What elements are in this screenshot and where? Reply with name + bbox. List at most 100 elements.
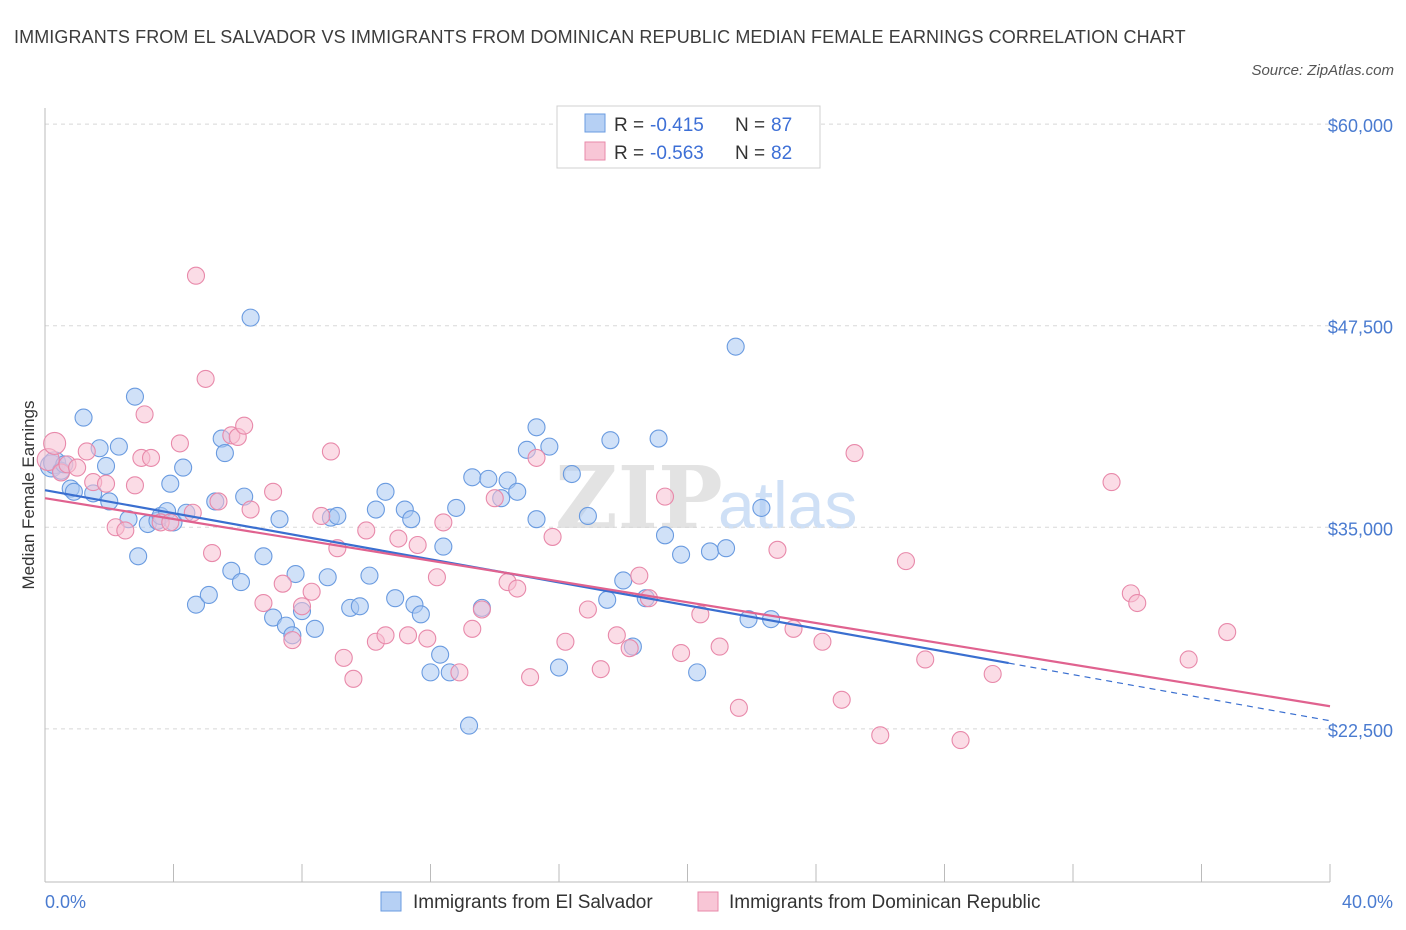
data-point[interactable]	[1218, 623, 1237, 642]
data-point[interactable]	[77, 442, 96, 461]
data-point[interactable]	[463, 619, 482, 638]
data-point[interactable]	[710, 637, 729, 656]
data-point[interactable]	[832, 690, 851, 709]
data-point[interactable]	[350, 597, 369, 616]
data-point[interactable]	[450, 663, 469, 682]
data-point[interactable]	[601, 431, 620, 450]
data-point[interactable]	[951, 731, 970, 750]
data-point[interactable]	[199, 585, 218, 605]
data-point[interactable]	[264, 608, 283, 627]
data-point[interactable]	[43, 431, 67, 455]
data-point[interactable]	[614, 571, 633, 590]
series-legend-label-el-salvador[interactable]: Immigrants from El Salvador	[413, 892, 653, 913]
data-point[interactable]	[688, 663, 707, 682]
data-point[interactable]	[254, 547, 273, 566]
data-point[interactable]	[459, 716, 479, 735]
data-point[interactable]	[591, 660, 610, 679]
data-point[interactable]	[655, 487, 675, 506]
data-point[interactable]	[96, 456, 116, 476]
data-point[interactable]	[235, 416, 254, 435]
data-point[interactable]	[556, 632, 575, 651]
data-point[interactable]	[598, 590, 617, 609]
data-point[interactable]	[752, 498, 771, 517]
data-point[interactable]	[527, 418, 546, 437]
data-point[interactable]	[672, 643, 691, 663]
data-point[interactable]	[170, 434, 189, 453]
data-point[interactable]	[508, 579, 527, 598]
data-point[interactable]	[141, 448, 161, 467]
data-point[interactable]	[186, 595, 206, 614]
data-point[interactable]	[630, 566, 649, 585]
data-point[interactable]	[427, 568, 446, 587]
data-point[interactable]	[321, 442, 340, 461]
series-legend-swatch-el-salvador[interactable]	[380, 891, 402, 912]
data-point[interactable]	[434, 513, 453, 532]
data-point[interactable]	[68, 458, 87, 477]
data-point[interactable]	[562, 464, 581, 484]
data-point[interactable]	[386, 589, 405, 608]
data-point[interactable]	[1102, 473, 1121, 492]
data-point[interactable]	[96, 474, 116, 493]
data-point[interactable]	[203, 543, 222, 563]
data-point[interactable]	[186, 266, 206, 285]
data-point[interactable]	[64, 482, 83, 501]
data-point[interactable]	[431, 645, 450, 664]
data-point[interactable]	[254, 593, 273, 613]
data-point[interactable]	[174, 458, 193, 477]
data-point[interactable]	[366, 500, 385, 519]
data-point[interactable]	[334, 648, 353, 667]
data-point[interactable]	[549, 658, 569, 677]
data-point[interactable]	[472, 600, 491, 619]
data-point[interactable]	[273, 574, 292, 593]
data-point[interactable]	[700, 542, 720, 561]
data-point[interactable]	[691, 605, 710, 624]
data-point[interactable]	[286, 564, 305, 584]
data-point[interactable]	[1179, 650, 1198, 669]
data-point[interactable]	[129, 547, 148, 566]
data-point[interactable]	[74, 408, 93, 427]
data-point[interactable]	[318, 568, 337, 587]
data-point[interactable]	[302, 582, 321, 601]
data-point[interactable]	[209, 492, 228, 511]
data-point[interactable]	[813, 632, 832, 651]
data-point[interactable]	[543, 527, 562, 546]
data-point[interactable]	[508, 482, 527, 501]
data-point[interactable]	[768, 540, 787, 559]
data-point[interactable]	[726, 337, 745, 356]
data-point[interactable]	[896, 552, 916, 571]
series-legend-swatch-dominican-republic[interactable]	[697, 891, 719, 912]
data-point[interactable]	[983, 664, 1002, 684]
data-point[interactable]	[871, 726, 890, 745]
data-point[interactable]	[292, 597, 312, 616]
data-point[interactable]	[578, 600, 597, 619]
data-point[interactable]	[376, 482, 395, 501]
data-point[interactable]	[655, 526, 675, 545]
data-point[interactable]	[620, 639, 639, 658]
data-point[interactable]	[540, 437, 559, 456]
data-point[interactable]	[357, 521, 376, 540]
data-point[interactable]	[1128, 593, 1147, 613]
data-point[interactable]	[672, 545, 691, 564]
data-point[interactable]	[463, 468, 482, 487]
data-point[interactable]	[607, 626, 626, 645]
data-point[interactable]	[389, 529, 408, 548]
data-point[interactable]	[344, 669, 363, 688]
data-point[interactable]	[360, 566, 379, 585]
data-point[interactable]	[328, 506, 347, 526]
data-point[interactable]	[649, 429, 668, 448]
data-point[interactable]	[916, 650, 935, 669]
data-point[interactable]	[109, 437, 128, 456]
data-point[interactable]	[845, 444, 864, 463]
data-point[interactable]	[479, 469, 498, 488]
data-point[interactable]	[521, 668, 540, 687]
series-legend-label-dominican-republic[interactable]: Immigrants from Dominican Republic	[729, 892, 1041, 913]
data-point[interactable]	[716, 539, 736, 558]
data-point[interactable]	[398, 626, 418, 645]
data-point[interactable]	[447, 498, 466, 517]
data-point[interactable]	[241, 308, 260, 327]
data-point[interactable]	[402, 510, 421, 529]
data-point[interactable]	[215, 444, 234, 463]
data-point[interactable]	[434, 537, 453, 556]
data-point[interactable]	[270, 510, 289, 529]
data-point[interactable]	[135, 405, 154, 424]
